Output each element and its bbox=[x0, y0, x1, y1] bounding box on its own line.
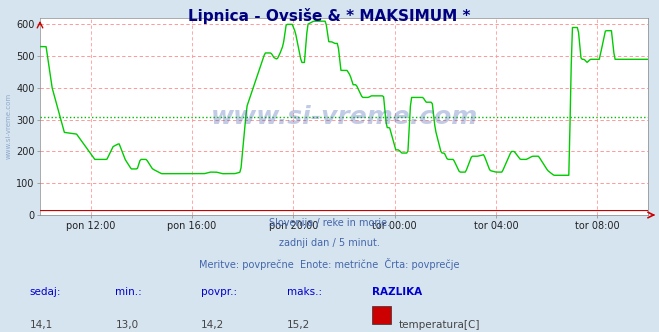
Text: 14,2: 14,2 bbox=[201, 320, 224, 330]
Text: min.:: min.: bbox=[115, 287, 142, 297]
Text: povpr.:: povpr.: bbox=[201, 287, 237, 297]
Text: www.si-vreme.com: www.si-vreme.com bbox=[210, 105, 478, 128]
Text: temperatura[C]: temperatura[C] bbox=[399, 320, 480, 330]
Text: sedaj:: sedaj: bbox=[30, 287, 61, 297]
Text: RAZLIKA: RAZLIKA bbox=[372, 287, 422, 297]
Text: Meritve: povprečne  Enote: metrične  Črta: povprečje: Meritve: povprečne Enote: metrične Črta:… bbox=[199, 258, 460, 270]
Text: www.si-vreme.com: www.si-vreme.com bbox=[5, 93, 11, 159]
Text: 15,2: 15,2 bbox=[287, 320, 310, 330]
Text: Lipnica - Ovsiše & * MAKSIMUM *: Lipnica - Ovsiše & * MAKSIMUM * bbox=[188, 8, 471, 24]
Text: 13,0: 13,0 bbox=[115, 320, 138, 330]
Text: maks.:: maks.: bbox=[287, 287, 322, 297]
Text: Slovenija / reke in morje.: Slovenija / reke in morje. bbox=[269, 218, 390, 228]
Text: zadnji dan / 5 minut.: zadnji dan / 5 minut. bbox=[279, 238, 380, 248]
Text: 14,1: 14,1 bbox=[30, 320, 53, 330]
